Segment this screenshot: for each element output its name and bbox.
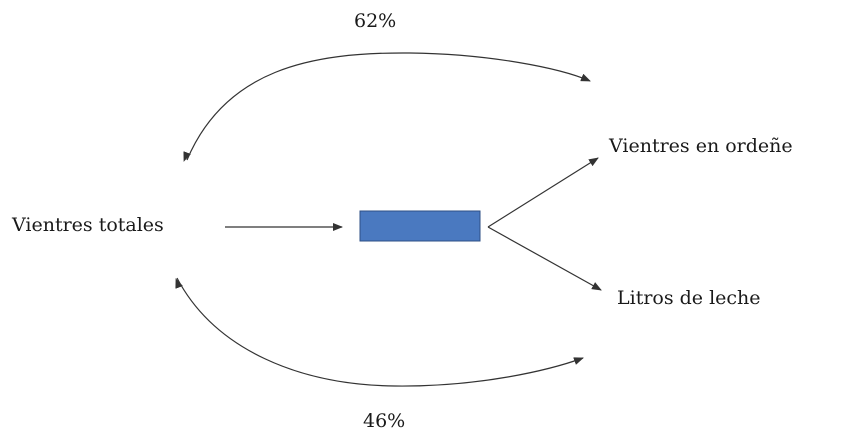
- output-node-top-label: Vientres en ordeñe: [609, 135, 793, 157]
- bottom-percentage-label: 46%: [363, 410, 406, 432]
- input-node-label: Vientres totales: [12, 214, 164, 236]
- bottom-curved-arrow: [176, 277, 584, 387]
- top-curved-arrow: [186, 52, 591, 161]
- output-arrow-top: [487, 157, 599, 228]
- process-box: [359, 210, 481, 242]
- output-arrow-bottom: [487, 226, 602, 291]
- output-node-bottom-label: Litros de leche: [617, 287, 761, 309]
- bottom-curved-arrow-start-head: [175, 278, 183, 289]
- top-percentage-label: 62%: [354, 10, 397, 32]
